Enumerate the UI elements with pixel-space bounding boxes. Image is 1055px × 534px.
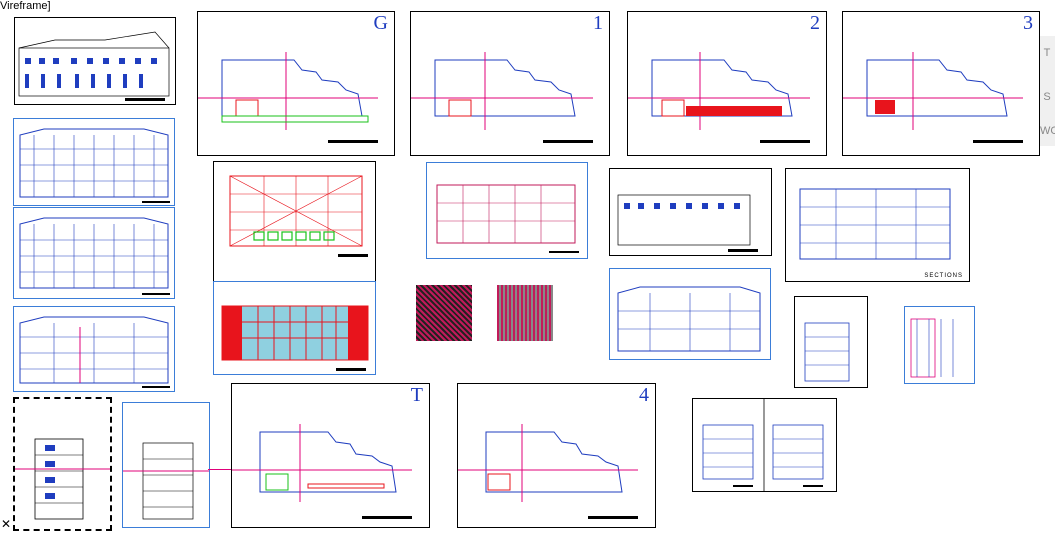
floor-plan-drawing [198, 52, 378, 143]
floor-plan-drawing [458, 424, 638, 519]
sheet-section-a[interactable] [13, 397, 112, 531]
floor-plan-label: 3 [1023, 12, 1033, 34]
sheet-elevation-red-grid[interactable] [213, 161, 376, 283]
floor-plan-drawing [628, 52, 810, 143]
floor-plan-label: G [373, 12, 388, 34]
section-drawing [799, 188, 951, 260]
sheet-elevation-mid[interactable] [609, 168, 772, 256]
sheet-elevation-3[interactable] [13, 306, 175, 392]
sheet-front-elevation-small[interactable] [14, 17, 176, 105]
viewcube-side-button[interactable]: S [1043, 91, 1051, 103]
sheet-elevation-red-panels[interactable] [213, 281, 376, 375]
sheet-floor-plan-g[interactable]: G [197, 11, 395, 156]
elevation-drawing [229, 175, 368, 257]
section-link-line [208, 469, 232, 470]
section-drawing [123, 442, 209, 520]
section-drawing [702, 399, 824, 491]
elevation-drawing [617, 286, 761, 352]
floor-plan-label: 1 [593, 12, 603, 34]
section-drawing [910, 318, 954, 378]
section-caption: SECTIONS [924, 273, 963, 279]
elevation-drawing [436, 184, 579, 253]
elevation-drawing [19, 217, 170, 295]
sheet-side-section-b[interactable] [904, 306, 975, 384]
hatch-swatch-red[interactable] [416, 285, 472, 341]
floor-plan-drawing [843, 52, 1023, 143]
sheet-section-pair[interactable] [692, 398, 837, 492]
sheet-floor-plan-2[interactable]: 2 [627, 11, 827, 156]
floor-plan-label: T [410, 384, 423, 406]
sheet-section-b[interactable] [122, 402, 210, 528]
elevation-drawing [221, 305, 369, 371]
sheet-elevation-2[interactable] [13, 207, 175, 299]
elevation-drawing [19, 128, 170, 203]
viewcube-panel[interactable]: T S WC [1037, 36, 1055, 146]
wcs-menu-button[interactable]: WC [1040, 125, 1055, 137]
sheet-elevation-pink[interactable] [426, 162, 588, 259]
sheet-section-long[interactable]: SECTIONS [785, 168, 970, 282]
section-drawing [15, 438, 110, 520]
sheet-floor-plan-t[interactable]: T [231, 383, 430, 528]
sheet-floor-plan-4[interactable]: 4 [457, 383, 656, 528]
section-drawing [804, 322, 850, 382]
floor-plan-drawing [232, 424, 412, 519]
sheet-floor-plan-3[interactable]: 3 [842, 11, 1040, 156]
elevation-drawing [19, 316, 170, 388]
elevation-drawing [18, 31, 170, 101]
cursor-crosshair-icon: ✕ [1, 517, 12, 531]
viewport-label[interactable]: Vireframe] [0, 0, 51, 12]
floor-plan-drawing [411, 52, 593, 143]
elevation-drawing [617, 194, 758, 252]
sheet-elevation-blue[interactable] [609, 268, 771, 360]
sheet-side-section-a[interactable] [794, 296, 868, 388]
floor-plan-label: 2 [810, 12, 820, 34]
floor-plan-label: 4 [639, 384, 649, 406]
viewcube-top-button[interactable]: T [1043, 47, 1051, 59]
hatch-swatch-grey[interactable] [497, 285, 553, 341]
sheet-floor-plan-1[interactable]: 1 [410, 11, 610, 156]
sheet-elevation-1[interactable] [13, 118, 175, 206]
